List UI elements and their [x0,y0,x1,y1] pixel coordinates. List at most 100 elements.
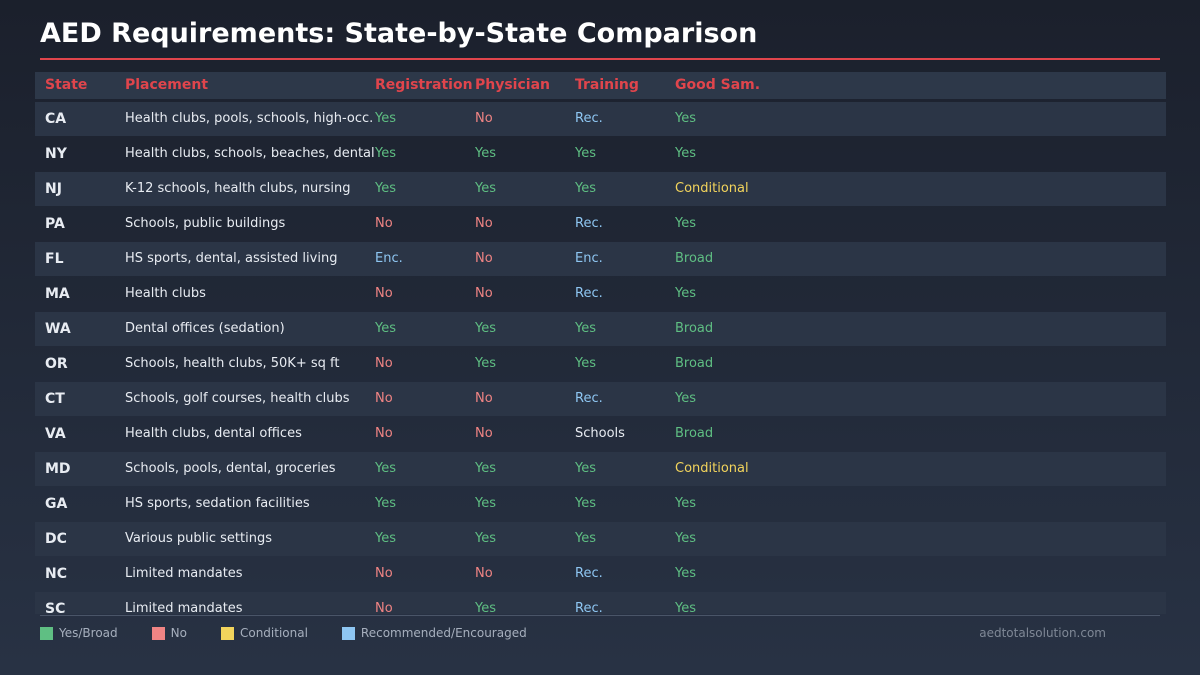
table-cell: Yes [475,461,496,476]
state-cell: VA [45,426,66,442]
table-cell: No [475,251,493,266]
table-cell: No [475,286,493,301]
state-cell: CA [45,111,67,127]
table-cell: Yes [675,496,696,511]
legend-swatch [40,626,53,640]
state-cell: SC [45,601,66,614]
table-cell: Yes [675,111,696,126]
table-cell: Rec. [575,216,603,231]
table-row: WA Dental offices (sedation) Yes Yes Yes Broa… [35,312,1166,346]
legend-item: Conditional [220,626,308,640]
table-row: MA Health clubs No No Rec. Yes [35,277,1166,311]
state-cell: FL [45,251,64,267]
legend: Yes/Broad No Conditional Recommended/Encour… [40,626,561,640]
header-cell: Good Sam. [675,77,761,93]
table-row: SC Limited mandates No Yes Rec. Yes [35,592,1166,614]
table-cell: Yes [675,216,696,231]
table-cell: No [475,566,493,581]
legend-label: Yes/Broad [59,626,118,640]
state-cell: NJ [45,181,62,197]
legend-swatch [220,626,234,640]
legend-label: Recommended/Encouraged [360,626,527,640]
table-cell: HS sports, dental, assisted living [125,251,338,266]
header-cell: Registration [375,77,473,93]
table-cell: Enc. [575,251,603,266]
table-cell: Rec. [575,601,603,614]
table-cell: Rec. [575,286,603,301]
table-cell: Yes [475,496,496,511]
table-cell: Limited mandates [125,601,243,614]
table-bottom-rule [40,615,1160,616]
table-row: NJ K-12 schools, health clubs, nursing Yes… [35,172,1166,206]
header-cell: Training [575,77,639,93]
table-cell: Schools, pools, dental, groceries [125,461,336,476]
table-cell: Yes [375,461,396,476]
table-cell: Health clubs, pools, schools, high-occ. [125,111,374,126]
header-row: State Placement Registration Physician Train… [35,72,1166,99]
table-cell: Rec. [575,566,603,581]
state-cell: DC [45,531,67,547]
table-cell: No [375,391,393,406]
table-cell: Yes [575,146,596,161]
state-cell: CT [45,391,65,407]
table-cell: No [375,356,393,371]
table-cell: Dental offices (sedation) [125,321,285,336]
state-cell: NC [45,566,67,582]
table-cell: Yes [575,321,596,336]
table-cell: Broad [675,356,714,371]
table-cell: Yes [475,356,496,371]
table-cell: Schools, health clubs, 50K+ sq ft [125,356,340,371]
header-cell: Placement [125,77,209,93]
table-cell: Yes [675,601,696,614]
legend-swatch [151,626,165,640]
table-cell: Schools [575,426,625,441]
table-cell: Yes [375,181,396,196]
legend-item: Yes/Broad [40,626,118,640]
table-cell: No [475,426,493,441]
table-row: VA Health clubs, dental offices No No School… [35,417,1166,451]
header-cell: Physician [475,77,550,93]
legend-swatch [341,626,355,640]
title: AED Requirements: State-by-State Compari… [40,18,758,49]
table-cell: Yes [675,531,696,546]
legend-item: Recommended/Encouraged [341,626,527,640]
table-cell: Limited mandates [125,566,243,581]
table-cell: Yes [675,391,696,406]
table-cell: Yes [475,146,496,161]
table-cell: Broad [675,321,714,336]
table-cell: K-12 schools, health clubs, nursing [125,181,351,196]
legend-label: Conditional [239,626,308,640]
table-cell: Broad [675,251,714,266]
table-cell: Yes [375,146,396,161]
state-cell: MA [45,286,70,302]
table-cell: Rec. [575,391,603,406]
table-row: GA HS sports, sedation facilities Yes Yes Ye… [35,487,1166,521]
table-cell: Health clubs, schools, beaches, dental [125,146,375,161]
table-cell: Rec. [575,111,603,126]
table-cell: Conditional [675,461,749,476]
table-cell: Schools, golf courses, health clubs [125,391,350,406]
state-cell: PA [45,216,65,232]
table-cell: Health clubs, dental offices [125,426,302,441]
table-cell: Yes [375,111,396,126]
table-row: CA Health clubs, pools, schools, high-occ… [35,102,1166,136]
table-cell: No [375,286,393,301]
table-cell: No [475,391,493,406]
table-cell: Schools, public buildings [125,216,286,231]
table-cell: Conditional [675,181,749,196]
state-cell: GA [45,496,68,512]
legend-item: No [151,626,187,640]
table-cell: Yes [375,321,396,336]
table-cell: Yes [375,531,396,546]
table-cell: Yes [675,566,696,581]
table-row: NY Health clubs, schools, beaches, dental… [35,137,1166,171]
table-cell: Various public settings [125,531,272,546]
table-row: NC Limited mandates No No Rec. Yes [35,557,1166,591]
table-cell: Yes [375,496,396,511]
title-rule [40,58,1160,60]
table-cell: No [375,601,393,614]
state-cell: WA [45,321,71,337]
table-row: DC Various public settings Yes Yes Yes Yes [35,522,1166,556]
table-cell: Yes [575,531,596,546]
